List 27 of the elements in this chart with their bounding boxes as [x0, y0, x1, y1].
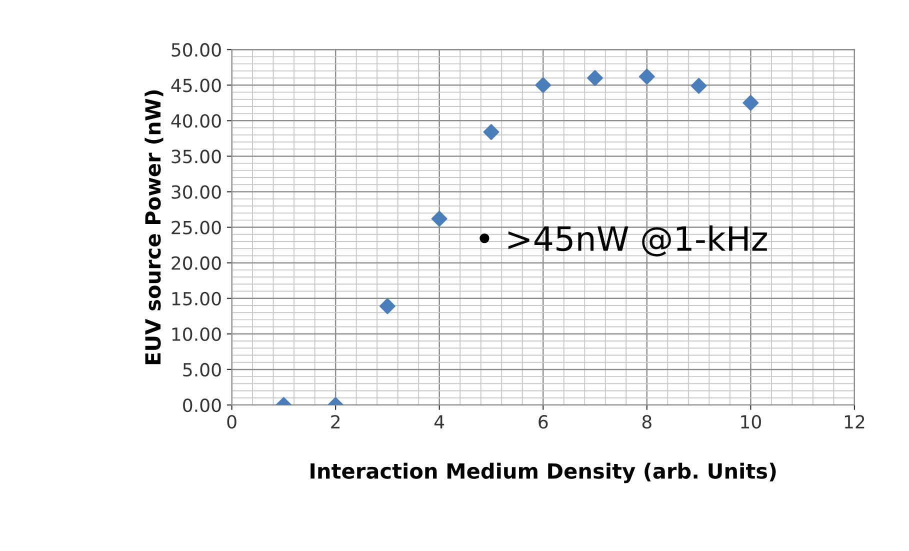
point — [535, 77, 552, 94]
point — [638, 68, 655, 85]
y-tick-label: 50.00 — [172, 43, 221, 57]
x-tick-label: 6 — [538, 415, 548, 429]
x-tick-label: 4 — [434, 415, 444, 428]
y-tick-label: 0.00 — [183, 398, 221, 412]
x-axis-title: Interaction Medium Density (arb. Units) — [310, 462, 776, 484]
point — [587, 70, 603, 86]
y-tick-label: 20.00 — [172, 256, 221, 270]
x-tick-label: 2 — [331, 415, 340, 428]
y-tick-label: 10.00 — [172, 327, 221, 342]
point — [742, 94, 759, 111]
y-tick-label: 15.00 — [172, 292, 221, 306]
x-tick-label: 12 — [844, 415, 864, 428]
y-tick-label: 5.00 — [183, 362, 221, 377]
y-tick-label: 35.00 — [172, 150, 221, 164]
annotation: • >45nW @1-kHz — [480, 225, 767, 256]
y-tick-label: 25.00 — [172, 220, 221, 234]
y-tick-label: 40.00 — [171, 114, 221, 128]
x-tick-label: 8 — [642, 415, 652, 429]
x-tick-label: 10 — [741, 415, 761, 429]
point — [690, 78, 707, 94]
point — [483, 124, 500, 140]
y-tick-label: 30.00 — [172, 185, 221, 199]
x-tick-label: 0 — [227, 415, 236, 429]
y-tick-label: 45.00 — [171, 78, 221, 92]
y-axis-title: EUV source Power (nW) — [144, 90, 164, 364]
